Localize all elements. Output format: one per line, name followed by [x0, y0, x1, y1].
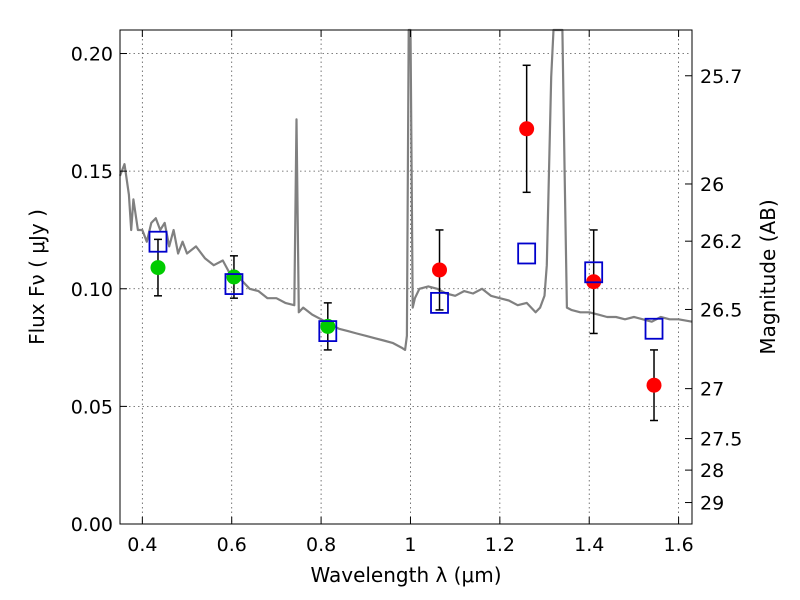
red-data-point [432, 262, 448, 278]
y2-tick-label: 29 [700, 493, 724, 515]
y-tick-label: 0.05 [71, 396, 113, 418]
model-point [224, 273, 244, 295]
model-point [517, 242, 537, 265]
model-point [318, 320, 338, 343]
y-tick-label: 0.10 [71, 279, 113, 301]
x-tick-label: 0.6 [217, 534, 247, 556]
model-point [584, 261, 604, 284]
axis-layer: 0.4 0.6 0.8 1 1.2 1.4 1.6 0.00 0.05 0.10 0.15 0.20 2… [71, 30, 742, 556]
y-tick-label: 0.00 [71, 514, 113, 536]
green-data-point [226, 269, 242, 285]
x-tick-label: 1.6 [663, 534, 693, 556]
y2-tick-label: 27.5 [700, 429, 742, 451]
x-tick-label: 1 [404, 534, 416, 556]
x-axis-title: Wavelength λ (μm) [310, 563, 501, 587]
y2-tick-label: 26.2 [700, 231, 742, 253]
x-tick-label: 1.4 [574, 534, 604, 556]
y2-tick-label: 26.5 [700, 299, 742, 321]
y2-tick-label: 26 [700, 174, 724, 196]
green-data-point [320, 318, 336, 334]
red-data-point [646, 377, 662, 393]
x-tick-label: 1.2 [485, 534, 515, 556]
model-point [430, 291, 449, 314]
model-point [644, 317, 664, 340]
x-tick-label: 0.4 [127, 534, 157, 556]
y2-tick-label: 28 [700, 460, 724, 482]
y2-axis-title: Magnitude (AB) [756, 199, 780, 354]
x-tick-label: 0.8 [306, 534, 336, 556]
grid-layer [120, 30, 692, 525]
y2-tick-label: 25.7 [700, 66, 742, 88]
y-tick-label: 0.20 [71, 44, 113, 66]
plot-frame [119, 29, 693, 525]
plot-layer [118, 28, 693, 422]
spectrum-line [118, 28, 693, 351]
y-tick-label: 0.15 [71, 161, 113, 183]
red-data-point [519, 121, 535, 137]
green-data-point [150, 260, 166, 276]
y-axis-title: Flux Fν ( μJy ) [25, 209, 49, 345]
y2-tick-label: 27 [700, 379, 724, 401]
model-point [148, 230, 168, 253]
